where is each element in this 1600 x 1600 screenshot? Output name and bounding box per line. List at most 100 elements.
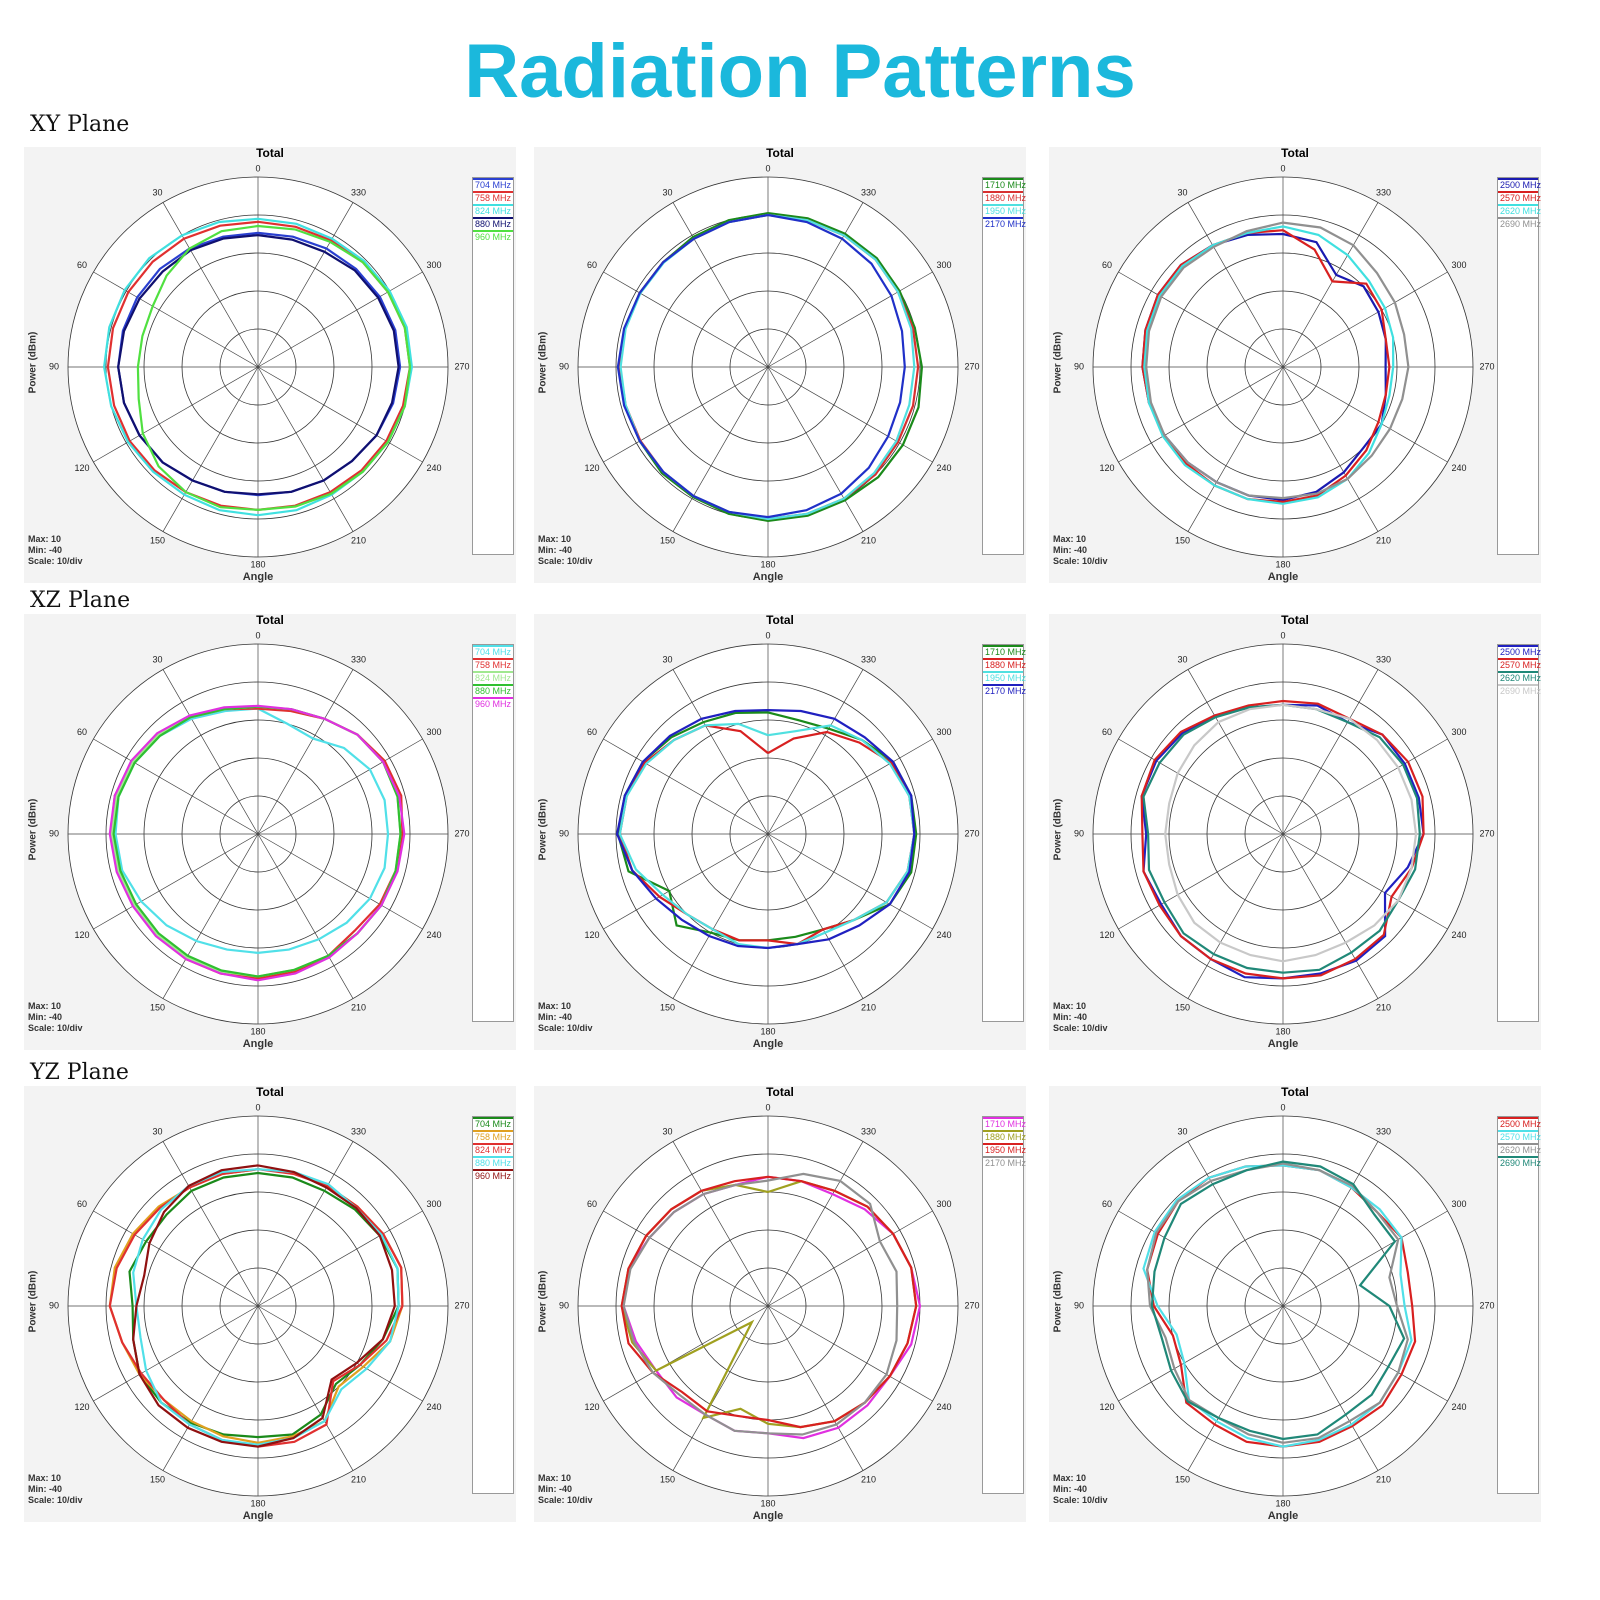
scale-info-line: Max: 10 <box>1053 534 1087 544</box>
grid-spoke <box>162 833 259 999</box>
polar-plot: 0 30 60 90 120 150 180 210 240 270 300 330 <box>1074 1102 1495 1508</box>
scale-info-line: Min: -40 <box>28 545 63 555</box>
series-line <box>117 234 400 496</box>
grid-spoke <box>767 366 933 463</box>
grid-spoke <box>162 202 259 368</box>
angle-tick-label: 210 <box>351 1002 366 1012</box>
angle-tick-label: 60 <box>77 260 87 270</box>
angle-tick-label: 330 <box>861 654 876 664</box>
grid-spoke <box>162 1305 259 1471</box>
plane-label: XZ Plane <box>30 588 131 613</box>
legend-entry: 704 MHz <box>473 645 513 657</box>
angle-tick-label: 330 <box>861 187 876 197</box>
angle-tick-label: 180 <box>760 1498 775 1508</box>
grid-spoke <box>1118 738 1284 835</box>
angle-tick-label: 180 <box>250 1026 265 1036</box>
angle-tick-label: 210 <box>351 535 366 545</box>
angle-tick-label: 30 <box>1177 187 1187 197</box>
angle-tick-label: 120 <box>585 1402 600 1412</box>
chart-title: Total <box>766 146 794 160</box>
grid-spoke <box>1187 833 1284 999</box>
angle-tick-label: 90 <box>559 361 569 371</box>
angle-tick-label: 150 <box>1175 535 1190 545</box>
legend-entry: 2690 MHz <box>1498 1156 1542 1168</box>
series-line <box>132 1164 396 1448</box>
chart-title: Total <box>256 613 284 627</box>
angle-tick-label: 90 <box>1074 1300 1084 1310</box>
legend: 1710 MHz 1880 MHz 1950 MHz 2170 MHz <box>982 177 1026 555</box>
legend-entry: 1950 MHz <box>983 671 1027 683</box>
polar-plot: 0 30 60 90 120 150 180 210 240 270 300 330 <box>559 163 980 569</box>
legend-entry: 2500 MHz <box>1498 645 1542 657</box>
angle-tick-label: 270 <box>964 828 979 838</box>
legend-entry: 960 MHz <box>473 230 513 242</box>
grid-spoke <box>162 366 259 532</box>
grid-spoke <box>767 1305 864 1471</box>
polar-chart-panel: 0 30 60 90 120 150 180 210 240 270 300 330 Total Angl… <box>1049 614 1541 1050</box>
scale-info: Max: 10 Min: -40 Scale: 10/div <box>28 1001 83 1034</box>
grid-spoke <box>257 833 423 930</box>
grid-spoke <box>257 1305 354 1471</box>
angle-tick-label: 30 <box>152 654 162 664</box>
legend-entry: 2500 MHz <box>1498 1117 1542 1129</box>
legend: 1710 MHz 1880 MHz 1950 MHz 2170 MHz <box>982 644 1027 1022</box>
polar-plot: 0 30 60 90 120 150 180 210 240 270 300 330 <box>559 1102 980 1508</box>
angle-tick-label: 180 <box>1275 1026 1290 1036</box>
grid-spoke <box>1282 271 1448 368</box>
legend: 2500 MHz 2570 MHz 2620 MHz 2690 MHz <box>1497 644 1542 1022</box>
series-line <box>1150 1160 1406 1441</box>
legend-entry: 704 MHz <box>473 1117 513 1129</box>
angle-tick-label: 330 <box>1376 1126 1391 1136</box>
y-axis-label: Power (dBm) <box>1052 331 1064 394</box>
legend: 1710 MHz 1880 MHz 1950 MHz 2170 MHz <box>982 1116 1027 1494</box>
grid-spoke <box>1118 1210 1284 1307</box>
angle-tick-label: 30 <box>152 187 162 197</box>
legend: 704 MHz 758 MHz 824 MHz 880 MHz 960 MHz <box>472 177 514 555</box>
angle-tick-label: 240 <box>936 1402 951 1412</box>
angle-tick-label: 150 <box>1175 1474 1190 1484</box>
grid-spoke <box>1187 366 1284 532</box>
grid-spoke <box>93 833 259 930</box>
scale-info-line: Max: 10 <box>538 534 572 544</box>
grid-spoke <box>767 738 933 835</box>
grid-spoke <box>603 271 769 368</box>
series-line <box>102 217 414 517</box>
grid-spoke <box>1282 1305 1379 1471</box>
angle-tick-label: 150 <box>660 1474 675 1484</box>
legend: 704 MHz 758 MHz 824 MHz 880 MHz 960 MHz <box>472 644 514 1022</box>
page-title: Radiation Patterns <box>464 29 1136 114</box>
grid-spoke <box>257 366 423 463</box>
chart-title: Total <box>256 146 284 160</box>
polar-chart-panel: 0 30 60 90 120 150 180 210 240 270 300 330 Total Angl… <box>1049 147 1541 583</box>
grid-spoke <box>767 833 933 930</box>
scale-info: Max: 10 Min: -40 Scale: 10/div <box>28 1473 83 1506</box>
grid-spoke <box>257 366 354 532</box>
grid-spoke <box>257 833 354 999</box>
legend-entry: 704 MHz <box>473 178 513 190</box>
legend-entry: 880 MHz <box>473 684 513 696</box>
angle-tick-label: 90 <box>559 1300 569 1310</box>
chart-title: Total <box>766 613 794 627</box>
y-axis-label: Power (dBm) <box>537 798 549 861</box>
grid-spoke <box>162 669 259 835</box>
grid-spoke <box>257 669 354 835</box>
angle-tick-label: 150 <box>660 1002 675 1012</box>
angle-tick-label: 60 <box>77 1199 87 1209</box>
grid-spoke <box>1187 669 1284 835</box>
legend-entry: 2170 MHz <box>983 1156 1027 1168</box>
scale-info-line: Max: 10 <box>538 1473 572 1483</box>
polar-chart-panel: 0 30 60 90 120 150 180 210 240 270 300 330 Total Angl… <box>24 1086 516 1522</box>
angle-tick-label: 120 <box>1100 463 1115 473</box>
series-line <box>1143 225 1395 505</box>
grid-spoke <box>1118 366 1284 463</box>
scale-info-line: Max: 10 <box>1053 1473 1087 1483</box>
angle-tick-label: 90 <box>1074 361 1084 371</box>
legend-entry: 824 MHz <box>473 1143 513 1155</box>
polar-plot: 0 30 60 90 120 150 180 210 240 270 300 330 <box>49 163 470 569</box>
angle-tick-label: 330 <box>351 187 366 197</box>
grid-spoke <box>672 1305 769 1471</box>
angle-tick-label: 210 <box>1376 535 1391 545</box>
y-axis-label: Power (dBm) <box>1052 798 1064 861</box>
angle-tick-label: 60 <box>77 727 87 737</box>
grid-spoke <box>1187 1141 1284 1307</box>
